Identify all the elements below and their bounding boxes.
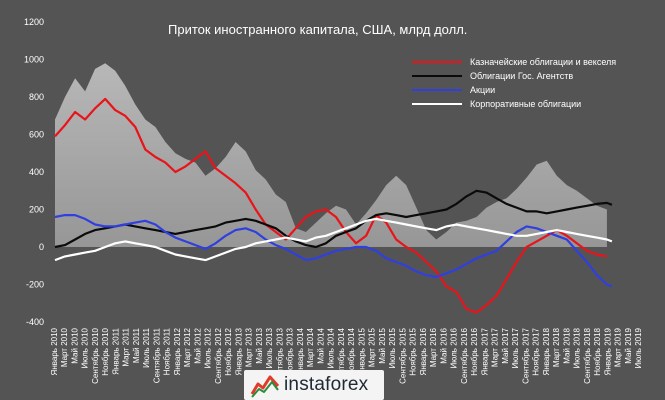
watermark-text: instaforex <box>284 374 369 395</box>
x-tick-label: Ноябрь 2013 <box>286 327 295 375</box>
chart-title: Приток иностранного капитала, США, млрд … <box>168 22 468 37</box>
x-tick-label: Май 2011 <box>132 327 141 363</box>
legend-label: Акции <box>470 85 496 95</box>
x-tick-label: Март 2019 <box>614 327 623 367</box>
legend-swatch-treasuries <box>412 61 462 63</box>
line-series <box>54 97 613 314</box>
x-tick-label: Ноябрь 2012 <box>224 327 233 375</box>
legend-item-treasuries: Казначейские облигации и векселя <box>412 55 616 69</box>
legend-item-agencies: Облигации Гос. Агентств <box>412 69 616 83</box>
x-tick-label: Май 2017 <box>501 327 510 363</box>
x-tick-label: Июль 2010 <box>81 327 90 368</box>
y-tick-label: 400 <box>29 167 44 177</box>
x-tick-label: Ноябрь 2017 <box>532 327 541 375</box>
series-line-treasuries <box>54 97 608 314</box>
x-tick-label: Сентябрь 2016 <box>460 327 469 383</box>
x-tick-label: Июль 2014 <box>327 327 336 368</box>
instaforex-logo-icon <box>250 375 280 398</box>
x-tick-label: Июль 2015 <box>388 327 397 368</box>
x-tick-label: Март 2013 <box>245 327 254 367</box>
x-tick-label: Июль 2019 <box>634 327 643 368</box>
x-tick-label: Май 2012 <box>193 327 202 363</box>
x-tick-label: Май 2015 <box>378 327 387 363</box>
x-tick-label: Март 2011 <box>122 327 131 366</box>
x-tick-label: Сентябрь 2018 <box>583 327 592 383</box>
series-line-equities <box>54 214 613 288</box>
x-tick-label: Март 2015 <box>368 327 377 367</box>
x-tick-label: Март 2010 <box>60 327 69 367</box>
legend-label: Облигации Гос. Агентств <box>470 71 574 81</box>
x-tick-label: Июль 2018 <box>573 327 582 368</box>
x-tick-label: Май 2016 <box>439 327 448 363</box>
x-tick-label: Январь 2010 <box>50 327 59 375</box>
legend-swatch-corporate <box>412 103 462 105</box>
x-tick-label: Март 2016 <box>429 327 438 367</box>
x-tick-label: Январь 2012 <box>173 327 182 375</box>
y-tick-label: 200 <box>29 205 44 215</box>
x-tick-label: Май 2018 <box>562 327 571 363</box>
watermark: instaforex <box>244 370 384 400</box>
legend-swatch-equities <box>412 89 462 91</box>
y-tick-label: 1000 <box>24 55 44 65</box>
y-tick-label: 600 <box>29 130 44 140</box>
x-tick-label: Январь 2019 <box>603 327 612 375</box>
legend-item-equities: Акции <box>412 83 616 97</box>
x-tick-label: Январь 2015 <box>357 327 366 375</box>
x-axis-ticks: Январь 2010 Март 2010 Май 2010 Июль 2010 Сен… <box>50 327 643 383</box>
x-tick-label: Июль 2012 <box>204 327 213 368</box>
x-tick-label: Ноябрь 2011 <box>163 327 172 375</box>
legend-swatch-agencies <box>412 75 462 77</box>
x-tick-label: Март 2014 <box>306 327 315 367</box>
x-tick-label: Ноябрь 2016 <box>470 327 479 375</box>
x-tick-label: Сентябрь 2013 <box>275 327 284 383</box>
x-tick-label: Март 2017 <box>491 327 500 367</box>
x-tick-label: Март 2018 <box>552 327 561 367</box>
x-tick-label: Сентябрь 2015 <box>398 327 407 383</box>
x-tick-label: Ноябрь 2018 <box>593 327 602 375</box>
y-tick-label: 0 <box>39 242 44 252</box>
x-tick-label: Июль 2013 <box>265 327 274 368</box>
y-tick-label: -400 <box>26 317 44 327</box>
x-tick-label: Ноябрь 2010 <box>101 327 110 375</box>
x-tick-label: Июль 2017 <box>511 327 520 368</box>
x-tick-label: Ноябрь 2015 <box>409 327 418 375</box>
x-tick-label: Май 2014 <box>316 327 325 363</box>
x-tick-label: Сентябрь 2010 <box>91 327 100 383</box>
x-tick-label: Сентябрь 2017 <box>521 327 530 383</box>
legend: Казначейские облигации и векселя Облигац… <box>412 55 616 111</box>
gray-area <box>55 63 607 247</box>
series-line-agencies <box>54 189 613 249</box>
y-tick-label: 800 <box>29 92 44 102</box>
x-tick-label: Сентябрь 2014 <box>337 327 346 383</box>
series-line-corporate <box>54 217 613 262</box>
legend-label: Казначейские облигации и векселя <box>470 57 617 67</box>
x-tick-label: Июль 2011 <box>142 327 151 367</box>
x-tick-label: Январь 2013 <box>234 327 243 375</box>
area-series <box>55 63 607 247</box>
x-tick-label: Январь 2011 <box>112 327 121 374</box>
y-tick-label: -200 <box>26 280 44 290</box>
x-tick-label: Март 2012 <box>183 327 192 367</box>
y-axis-ticks: -400 -200 0 200 400 600 800 1000 1200 <box>24 17 44 327</box>
x-tick-label: Июль 2016 <box>450 327 459 368</box>
legend-label: Корпоративные облигации <box>470 99 582 109</box>
x-tick-label: Ноябрь 2014 <box>347 327 356 375</box>
x-tick-label: Январь 2018 <box>542 327 551 375</box>
x-tick-label: Сентябрь 2011 <box>153 327 162 383</box>
x-tick-label: Май 2019 <box>624 327 633 363</box>
x-tick-label: Сентябрь 2012 <box>214 327 223 383</box>
y-tick-label: 1200 <box>24 17 44 27</box>
x-tick-label: Май 2010 <box>71 327 80 363</box>
x-tick-label: Январь 2014 <box>296 327 305 375</box>
x-tick-label: Январь 2016 <box>419 327 428 375</box>
x-tick-label: Май 2013 <box>255 327 264 363</box>
legend-item-corporate: Корпоративные облигации <box>412 97 616 111</box>
x-tick-label: Январь 2017 <box>480 327 489 375</box>
